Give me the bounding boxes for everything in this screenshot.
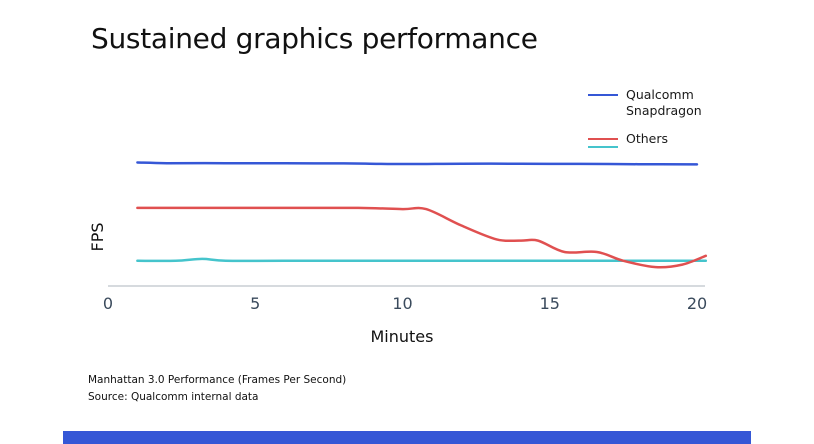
footnote-source: Source: Qualcomm internal data <box>88 391 259 403</box>
x-tick-label-10: 10 <box>392 294 412 313</box>
legend-label: Others <box>626 131 668 146</box>
x-tick-label-20: 20 <box>687 294 707 313</box>
legend-label: Snapdragon <box>626 103 702 118</box>
series-line-others-cyan <box>136 257 708 263</box>
chart-title: Sustained graphics performance <box>91 22 538 55</box>
x-axis-label: Minutes <box>371 327 434 346</box>
y-axis-label: FPS <box>88 222 107 251</box>
series-line-others-red <box>136 206 708 269</box>
x-axis-ticks: 0 5 10 15 20 <box>103 294 707 313</box>
legend-label: Qualcomm <box>626 87 694 102</box>
x-tick-label-5: 5 <box>250 294 260 313</box>
plot-area <box>136 161 708 269</box>
footnote-methodology: Manhattan 3.0 Performance (Frames Per Se… <box>88 374 347 386</box>
x-tick-label-0: 0 <box>103 294 113 313</box>
brand-bottom-bar <box>63 431 751 444</box>
series-line-qualcomm <box>136 161 699 166</box>
x-tick-label-15: 15 <box>540 294 560 313</box>
